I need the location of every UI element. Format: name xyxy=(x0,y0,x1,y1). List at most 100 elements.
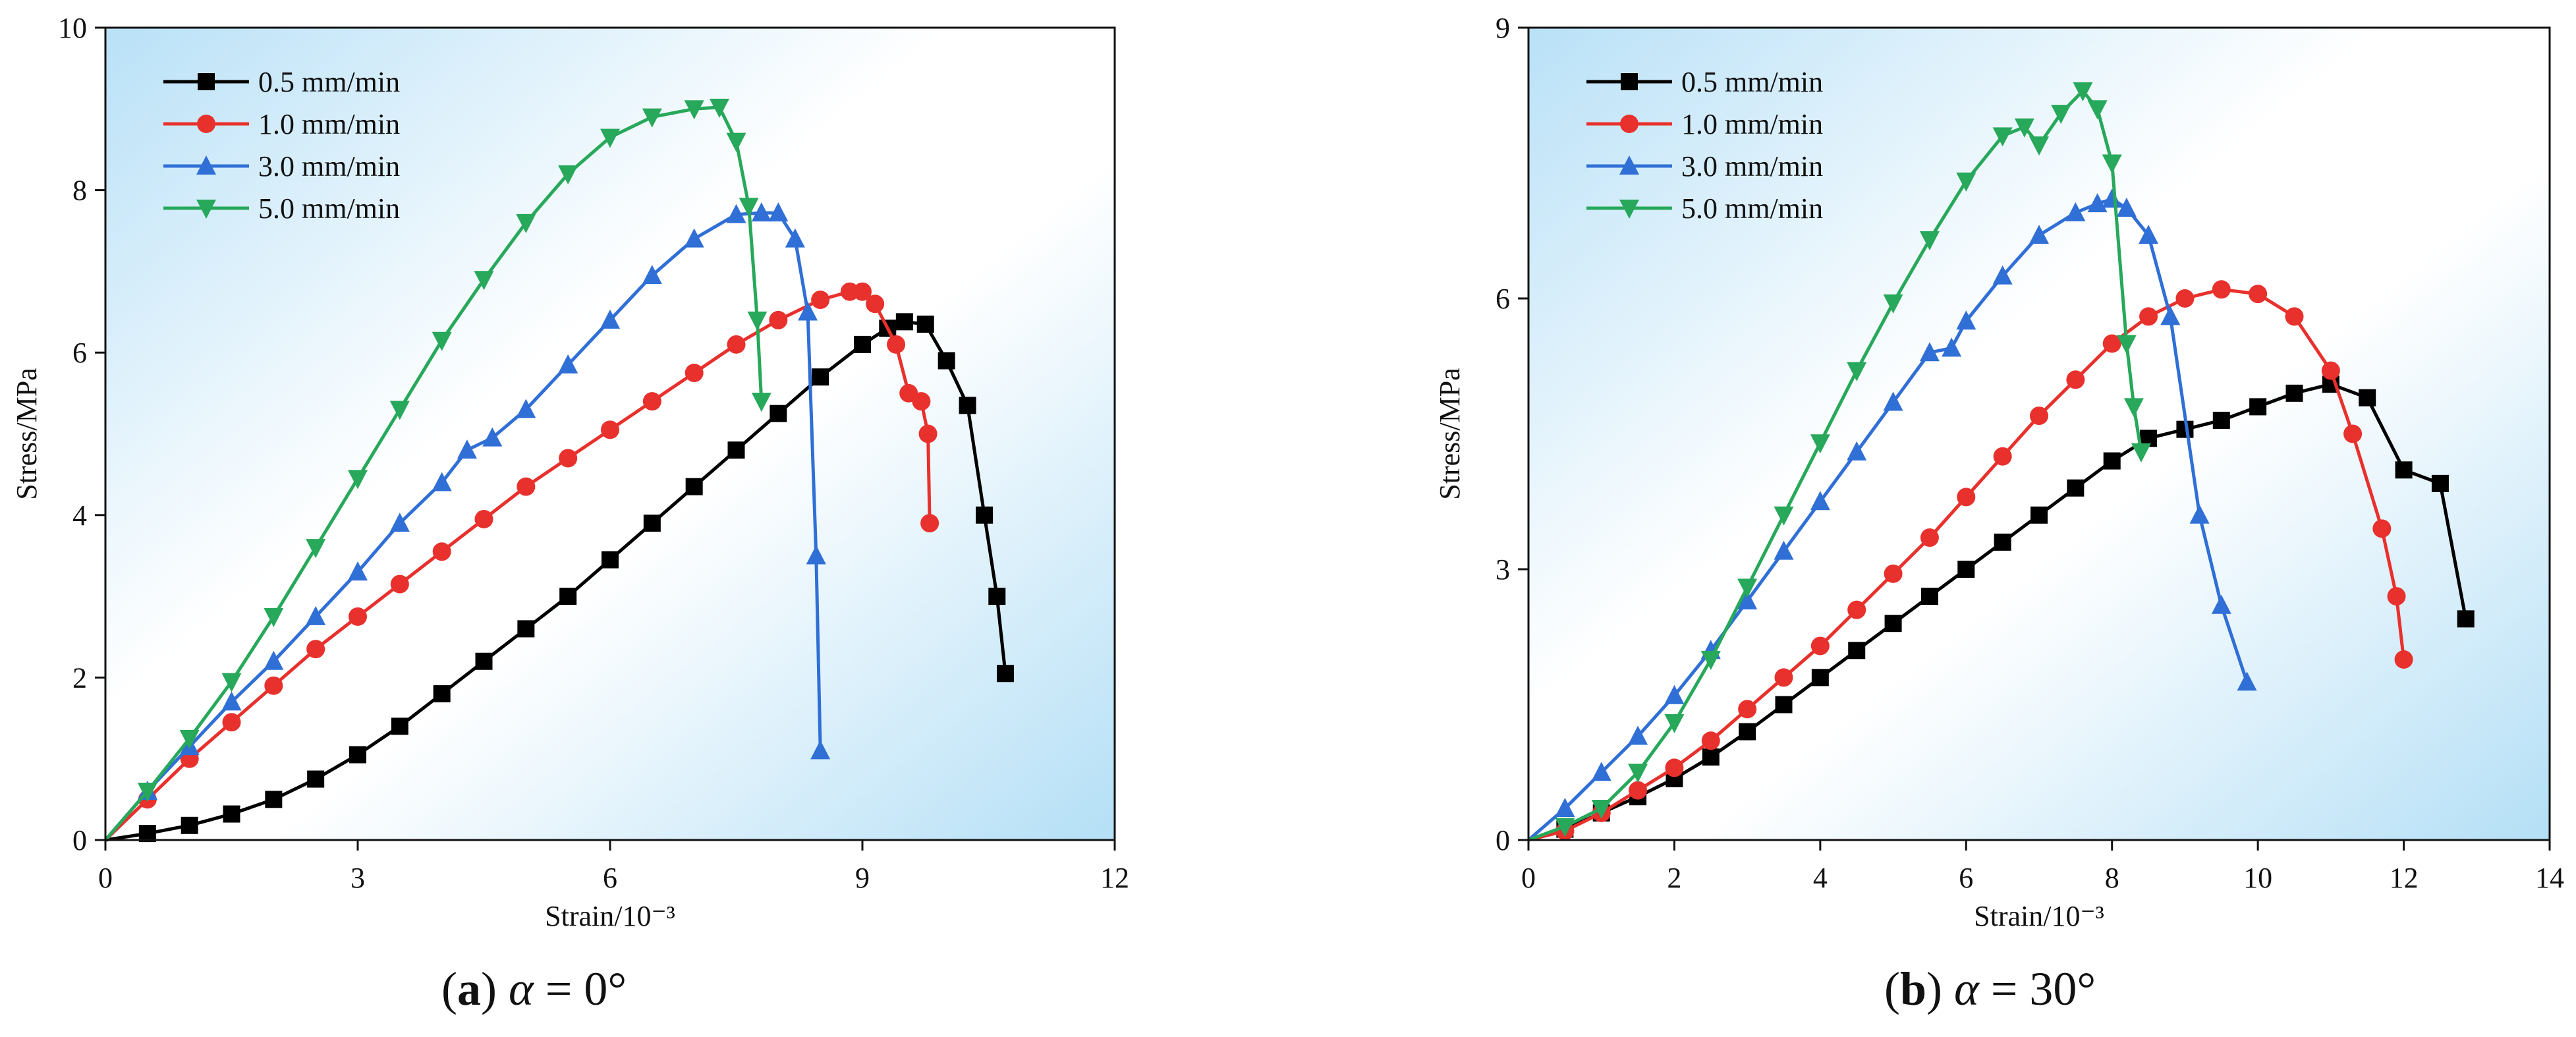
data-point xyxy=(2102,154,2122,174)
data-point xyxy=(912,392,931,411)
data-point xyxy=(432,472,452,491)
data-point xyxy=(1629,781,1648,800)
data-point xyxy=(976,506,994,524)
y-axis-label: Stress/MPa xyxy=(1434,368,1466,499)
caption-a-value: = 0° xyxy=(545,963,627,1015)
data-point xyxy=(1665,758,1684,777)
caption-a: (a) α = 0° xyxy=(441,963,627,1015)
data-point xyxy=(475,652,493,670)
legend: 0.5 mm/min 1.0 mm/min 3.0 mm/min 5.0 mm/min xyxy=(1586,66,1823,225)
data-point xyxy=(2131,443,2151,462)
data-point xyxy=(768,202,789,222)
legend-label: 5.0 mm/min xyxy=(1681,192,1823,225)
data-point xyxy=(727,335,746,354)
data-point xyxy=(1883,294,1903,314)
data-point xyxy=(918,424,938,443)
data-point xyxy=(854,335,871,353)
data-point xyxy=(1847,441,1867,461)
plot-area xyxy=(1528,28,2550,840)
data-point xyxy=(2103,452,2121,470)
legend-marker xyxy=(196,155,216,175)
legend: 0.5 mm/min 1.0 mm/min 3.0 mm/min 5.0 mm/min xyxy=(163,66,400,225)
data-point xyxy=(1702,748,1720,766)
data-point xyxy=(916,316,934,333)
data-point xyxy=(2139,225,2159,244)
data-point xyxy=(726,204,746,223)
data-point xyxy=(1919,342,1940,362)
data-point xyxy=(1737,590,1758,609)
legend-label: 1.0 mm/min xyxy=(1681,108,1823,140)
y-tick-label: 0 xyxy=(72,824,87,856)
data-point xyxy=(482,427,503,447)
data-point xyxy=(747,311,768,331)
data-point xyxy=(642,392,661,411)
data-point xyxy=(223,805,240,823)
data-point xyxy=(798,301,818,321)
data-point xyxy=(959,397,976,414)
data-point xyxy=(2321,361,2340,380)
data-point xyxy=(2237,671,2257,691)
y-tick-label: 0 xyxy=(1496,824,1510,856)
legend-marker xyxy=(197,115,215,133)
data-point xyxy=(1664,714,1685,733)
y-tick-label: 10 xyxy=(58,12,87,44)
data-point xyxy=(2394,650,2413,669)
series-3-0-mm-min xyxy=(104,202,831,841)
data-point xyxy=(2387,587,2406,606)
data-point xyxy=(1739,723,1756,741)
data-point xyxy=(1884,615,1902,632)
data-point xyxy=(1994,533,2011,551)
data-point xyxy=(684,228,704,248)
data-point xyxy=(642,265,662,285)
data-point xyxy=(2212,411,2230,429)
x-tick-label: 10 xyxy=(2243,862,2272,894)
data-point xyxy=(643,515,661,532)
data-point xyxy=(601,420,619,439)
data-point xyxy=(1992,265,2013,285)
data-point xyxy=(997,665,1015,683)
x-tick-label: 9 xyxy=(855,862,870,894)
legend-label: 3.0 mm/min xyxy=(258,150,400,182)
data-point xyxy=(2102,188,2122,208)
data-point xyxy=(559,588,577,605)
data-point xyxy=(2249,285,2268,304)
x-tick-label: 6 xyxy=(603,862,617,894)
data-point xyxy=(2395,461,2413,479)
data-point xyxy=(2123,398,2144,418)
x-tick-label: 8 xyxy=(2105,862,2119,894)
y-tick-label: 8 xyxy=(72,175,87,207)
data-point xyxy=(2065,202,2086,221)
data-point xyxy=(474,271,494,291)
plot-frame xyxy=(1527,26,2551,841)
data-point xyxy=(137,783,157,802)
data-point xyxy=(684,100,704,120)
data-point xyxy=(2087,100,2108,120)
series-3-0-mm-min xyxy=(1527,188,2257,841)
data-point xyxy=(1847,362,1867,381)
data-point xyxy=(1957,561,1975,578)
caption-a-symbol: α xyxy=(508,963,534,1015)
data-point xyxy=(2014,118,2034,138)
legend-marker xyxy=(198,73,215,90)
x-tick-label: 14 xyxy=(2535,862,2564,894)
data-point xyxy=(988,588,1006,605)
data-point xyxy=(812,368,829,386)
data-point xyxy=(516,399,536,418)
data-point xyxy=(306,605,326,625)
data-point xyxy=(433,685,451,703)
data-point xyxy=(1942,337,1962,357)
legend-marker xyxy=(1619,200,1639,219)
data-point xyxy=(1957,488,1976,507)
data-point xyxy=(349,746,366,764)
caption-b-value: = 30° xyxy=(1990,963,2096,1015)
chart-panel-a: 0 3 6 9 12 0 2 4 6 8 10 Strain/10⁻³ Stress/MPa 0.5 mm… xyxy=(11,12,1129,932)
data-point xyxy=(2073,82,2093,101)
data-point xyxy=(785,228,805,248)
legend-label: 3.0 mm/min xyxy=(1681,150,1823,182)
data-point xyxy=(2051,105,2071,125)
data-point xyxy=(1774,540,1794,560)
data-point xyxy=(432,542,451,561)
data-point xyxy=(264,676,283,695)
data-point xyxy=(1810,491,1830,511)
